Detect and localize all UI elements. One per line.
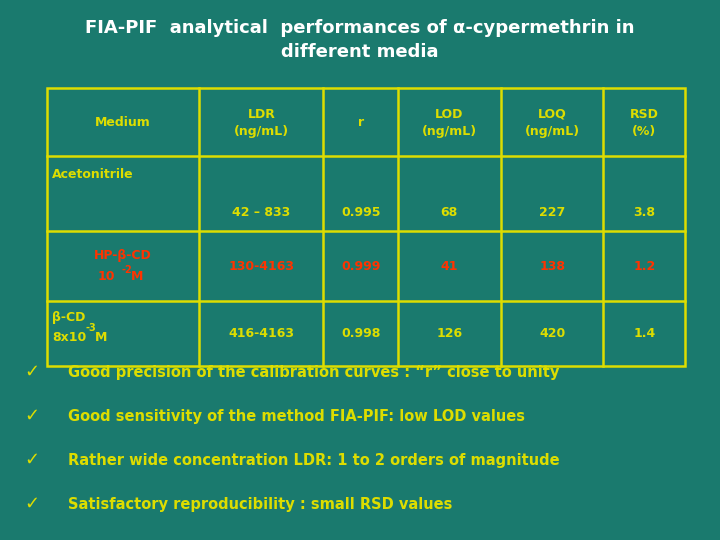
Text: 420: 420 — [539, 327, 565, 340]
Text: (ng/mL): (ng/mL) — [422, 125, 477, 138]
Text: -3: -3 — [85, 323, 96, 333]
Text: r: r — [358, 116, 364, 129]
Text: 1.4: 1.4 — [633, 327, 655, 340]
Text: 138: 138 — [539, 260, 565, 273]
Text: 0.995: 0.995 — [341, 206, 380, 219]
Text: M: M — [131, 269, 143, 282]
Text: Acetonitrile: Acetonitrile — [52, 168, 134, 181]
Text: Rather wide concentration LDR: 1 to 2 orders of magnitude: Rather wide concentration LDR: 1 to 2 or… — [68, 453, 559, 468]
Text: Satisfactory reproducibility : small RSD values: Satisfactory reproducibility : small RSD… — [68, 496, 452, 511]
Text: -2: -2 — [121, 265, 132, 275]
Text: LOQ: LOQ — [538, 107, 567, 120]
Text: ✓: ✓ — [24, 495, 40, 513]
Text: (ng/mL): (ng/mL) — [234, 125, 289, 138]
Text: M: M — [95, 331, 107, 344]
Text: 1.2: 1.2 — [633, 260, 655, 273]
Bar — [47, 88, 685, 366]
Text: different media: different media — [282, 43, 438, 61]
Text: FIA-PIF  analytical  performances of α-cypermethrin in: FIA-PIF analytical performances of α-cyp… — [85, 19, 635, 37]
Text: 0.999: 0.999 — [341, 260, 380, 273]
Text: β-CD: β-CD — [52, 311, 86, 324]
Text: 3.8: 3.8 — [633, 206, 655, 219]
Text: 0.998: 0.998 — [341, 327, 380, 340]
Text: (%): (%) — [632, 125, 657, 138]
Text: ✓: ✓ — [24, 363, 40, 381]
Text: RSD: RSD — [630, 107, 659, 120]
Text: (ng/mL): (ng/mL) — [525, 125, 580, 138]
Text: HP-β-CD: HP-β-CD — [94, 249, 152, 262]
Text: 68: 68 — [441, 206, 458, 219]
Text: ✓: ✓ — [24, 451, 40, 469]
Text: Good sensitivity of the method FIA-PIF: low LOD values: Good sensitivity of the method FIA-PIF: … — [68, 408, 525, 423]
Text: ✓: ✓ — [24, 407, 40, 425]
Text: 10: 10 — [98, 269, 115, 282]
Text: LOD: LOD — [435, 107, 464, 120]
Text: 227: 227 — [539, 206, 565, 219]
Text: LDR: LDR — [248, 107, 275, 120]
Text: 126: 126 — [436, 327, 462, 340]
Text: 416-4163: 416-4163 — [228, 327, 294, 340]
Text: 41: 41 — [441, 260, 458, 273]
Text: 8x10: 8x10 — [52, 331, 86, 344]
Text: Good precision of the calibration curves : “r” close to unity: Good precision of the calibration curves… — [68, 364, 559, 380]
Text: Medium: Medium — [95, 116, 151, 129]
Text: 130-4163: 130-4163 — [228, 260, 294, 273]
Text: 42 – 833: 42 – 833 — [233, 206, 291, 219]
